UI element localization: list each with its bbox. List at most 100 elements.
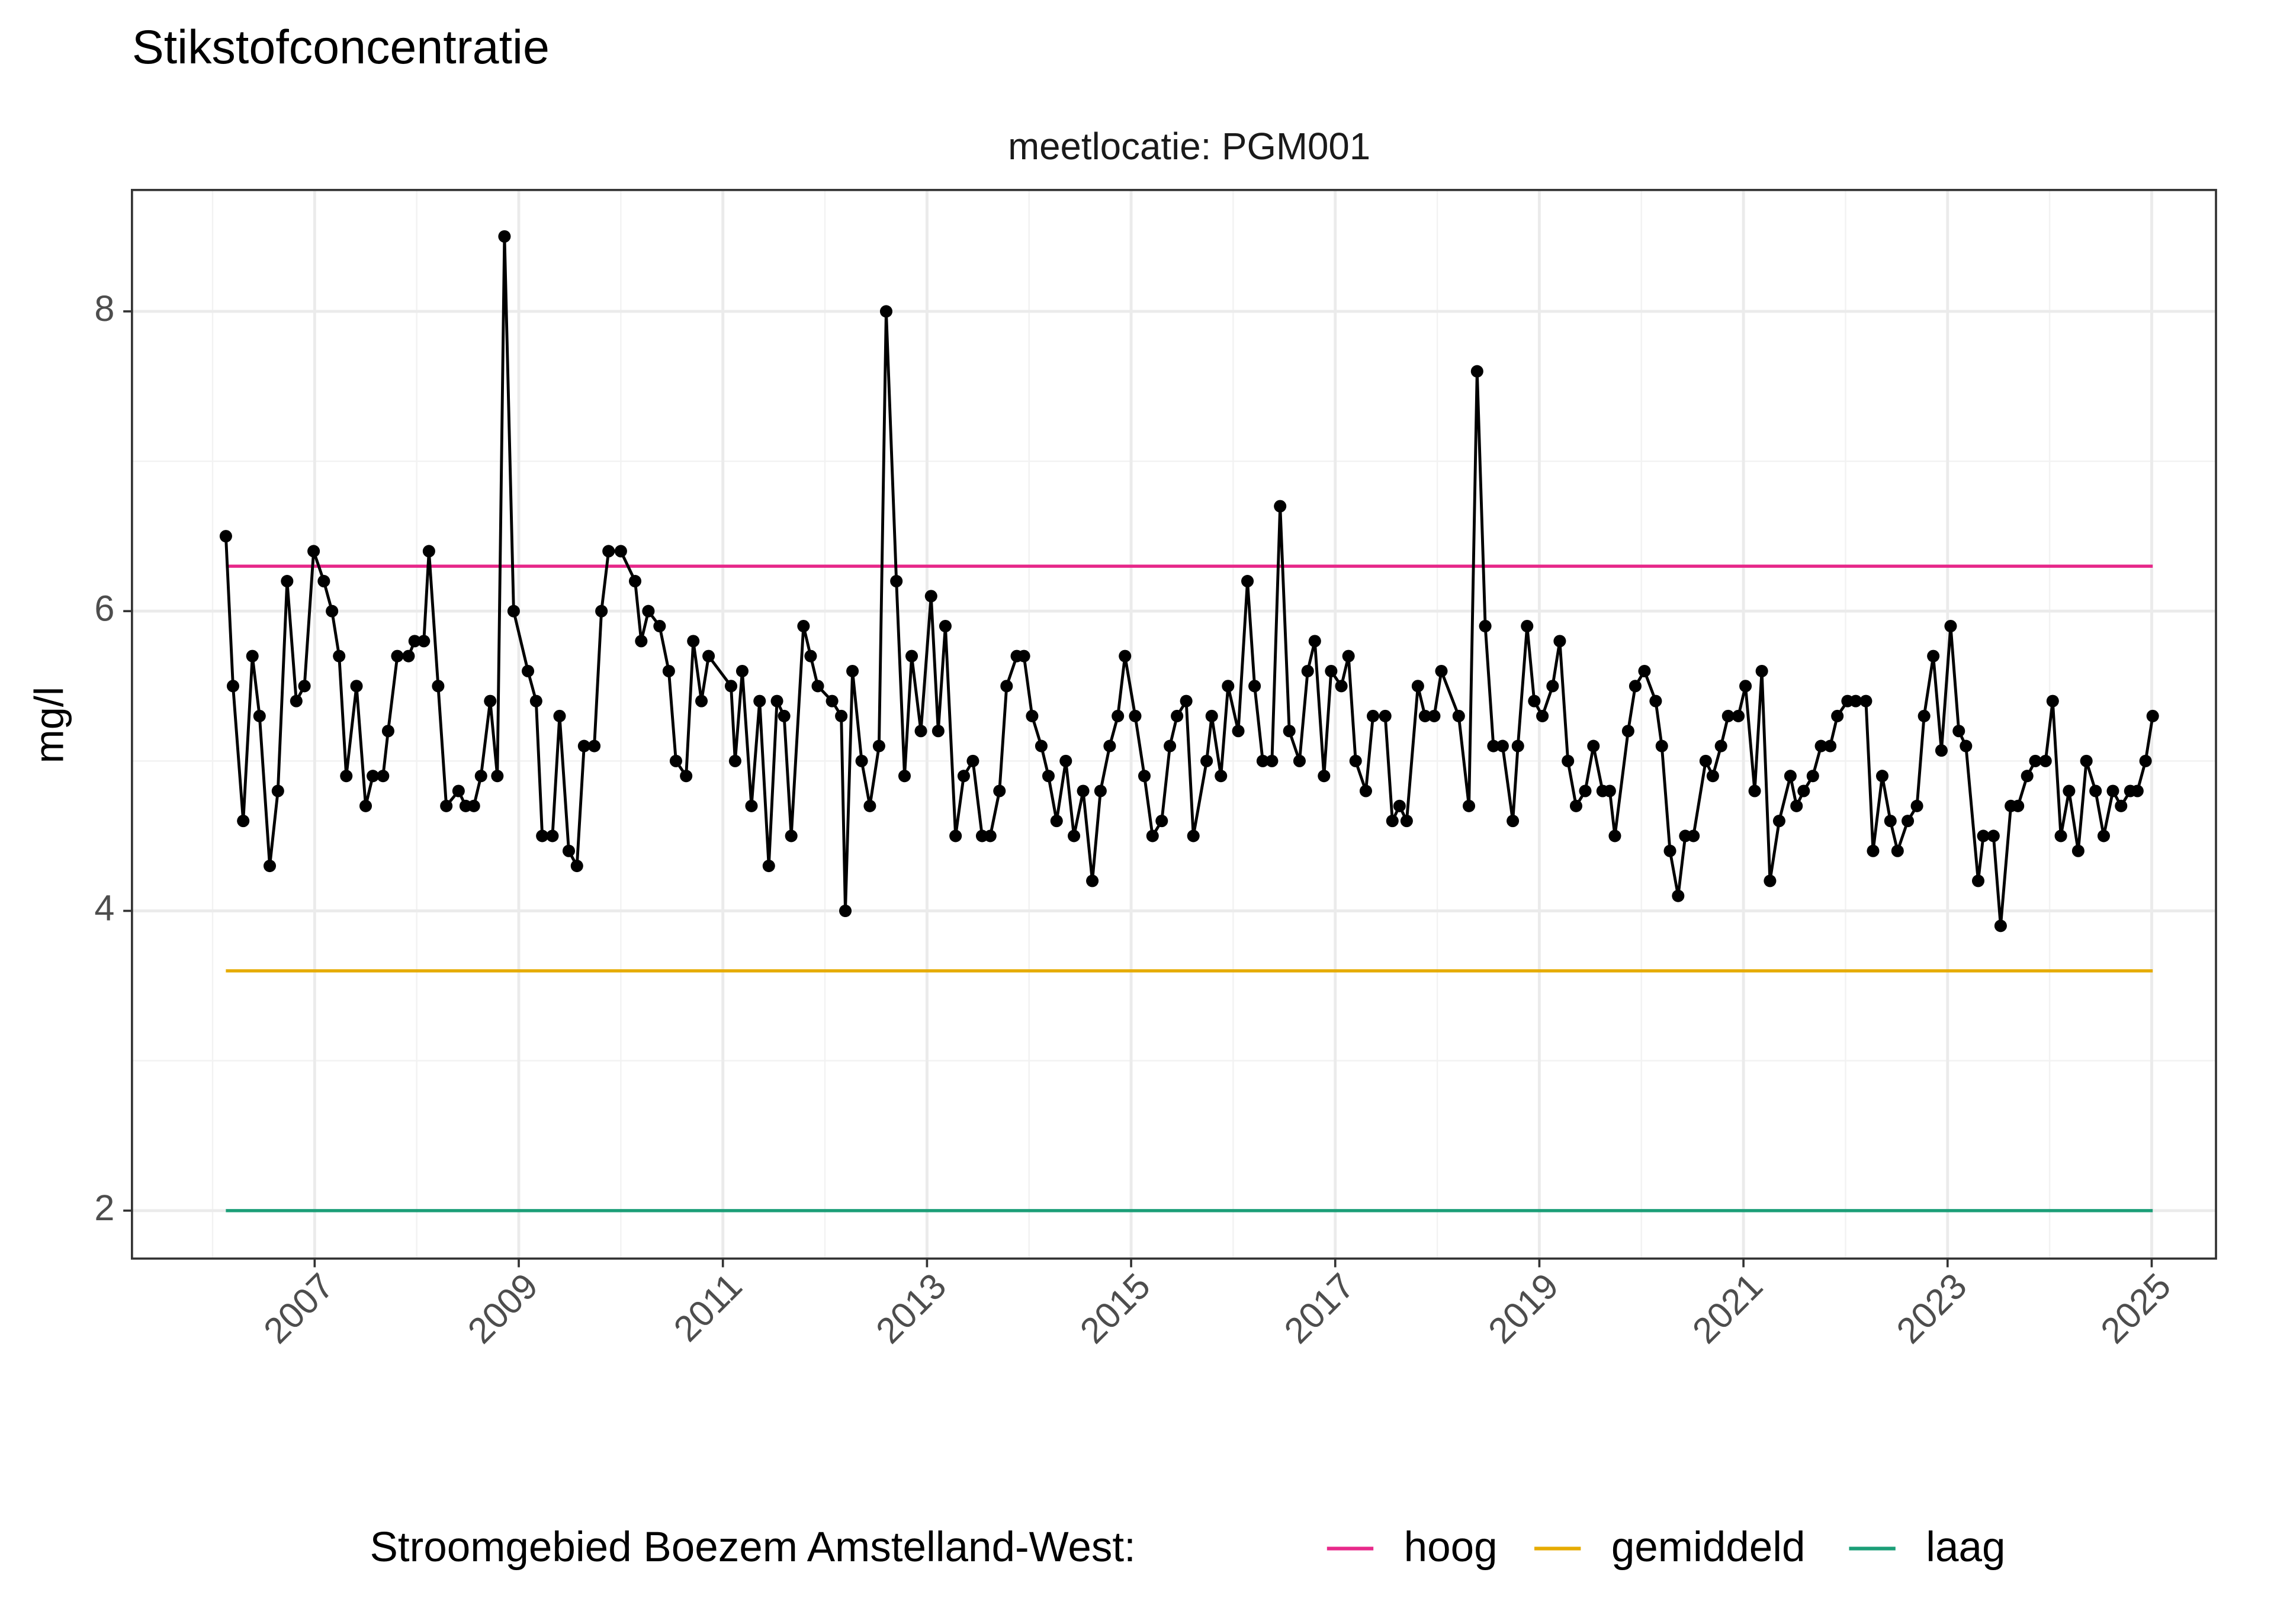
data-point (1171, 709, 1184, 722)
data-point (1994, 919, 2007, 932)
data-point (1663, 844, 1676, 857)
data-point (2012, 799, 2025, 812)
data-point (246, 649, 259, 663)
data-point (1884, 815, 1897, 828)
data-point (1806, 770, 1819, 783)
data-point (724, 680, 738, 693)
data-point (1721, 709, 1735, 722)
data-point (1301, 664, 1314, 678)
data-point (1562, 754, 1575, 767)
data-point (1086, 874, 1099, 887)
y-tick-label: 8 (94, 288, 114, 329)
data-point (562, 844, 576, 857)
data-point (536, 829, 549, 842)
data-point (317, 575, 330, 588)
data-point (1699, 754, 1712, 767)
data-point (1103, 739, 1116, 752)
data-point (890, 575, 903, 588)
data-point (1042, 770, 1055, 783)
data-point (1824, 739, 1837, 752)
data-point (1875, 770, 1889, 783)
data-point (491, 770, 504, 783)
data-point (695, 694, 708, 708)
data-point (1528, 694, 1541, 708)
data-point (1462, 799, 1476, 812)
data-point (1629, 680, 1642, 693)
y-tick-label: 6 (94, 588, 114, 628)
data-point (1487, 739, 1500, 752)
data-point (1325, 664, 1338, 678)
data-point (680, 770, 693, 783)
data-point (1867, 844, 1880, 857)
data-point (1960, 739, 1973, 752)
data-point (1386, 815, 1399, 828)
data-point (467, 799, 480, 812)
data-point (728, 754, 741, 767)
data-point (226, 680, 240, 693)
facet-label: meetlocatie: PGM001 (1008, 126, 1370, 168)
data-point (785, 829, 798, 842)
data-point (1318, 770, 1331, 783)
data-point (1764, 874, 1777, 887)
data-point (2106, 784, 2119, 797)
data-point (863, 799, 876, 812)
legend-label: hoog (1404, 1524, 1498, 1571)
data-point (402, 649, 415, 663)
data-point (993, 784, 1006, 797)
data-point (1603, 784, 1616, 797)
data-point (797, 619, 810, 633)
data-point (577, 739, 590, 752)
data-point (432, 680, 445, 693)
data-point (1026, 709, 1039, 722)
data-point (529, 694, 542, 708)
data-point (1579, 784, 1592, 797)
data-point (1428, 709, 1441, 722)
data-point (507, 604, 520, 618)
data-point (1672, 889, 1685, 902)
data-point (1266, 754, 1279, 767)
data-point (2089, 784, 2102, 797)
data-point (1256, 754, 1269, 767)
data-point (2021, 770, 2034, 783)
data-point (1400, 815, 1413, 828)
data-point (1308, 635, 1321, 648)
data-point (474, 770, 487, 783)
data-point (417, 635, 431, 648)
data-point (1335, 680, 1348, 693)
data-point (367, 770, 380, 783)
data-point (1977, 829, 1990, 842)
data-point (1146, 829, 1159, 842)
data-point (753, 694, 766, 708)
data-point (966, 754, 979, 767)
data-point (1248, 680, 1261, 693)
data-point (2139, 754, 2152, 767)
y-axis-label: mg/l (26, 687, 72, 764)
data-point (1797, 784, 1810, 797)
data-point (1232, 725, 1245, 738)
data-point (2071, 844, 2084, 857)
data-point (804, 649, 817, 663)
data-point (440, 799, 453, 812)
data-point (263, 860, 277, 873)
data-point (839, 904, 852, 918)
data-point (2131, 784, 2144, 797)
data-point (1215, 770, 1228, 783)
data-point (1283, 725, 1296, 738)
data-point (662, 664, 675, 678)
data-point (484, 694, 497, 708)
data-point (1507, 815, 1520, 828)
data-point (1748, 784, 1761, 797)
data-point (905, 649, 918, 663)
data-point (1435, 664, 1448, 678)
data-point (307, 545, 320, 558)
data-point (939, 619, 952, 633)
data-point (2063, 784, 2076, 797)
data-point (237, 815, 250, 828)
data-point (422, 545, 435, 558)
data-point (1200, 754, 1213, 767)
data-point (1050, 815, 1063, 828)
data-point (326, 604, 339, 618)
data-point (1222, 680, 1235, 693)
data-point (2080, 754, 2093, 767)
